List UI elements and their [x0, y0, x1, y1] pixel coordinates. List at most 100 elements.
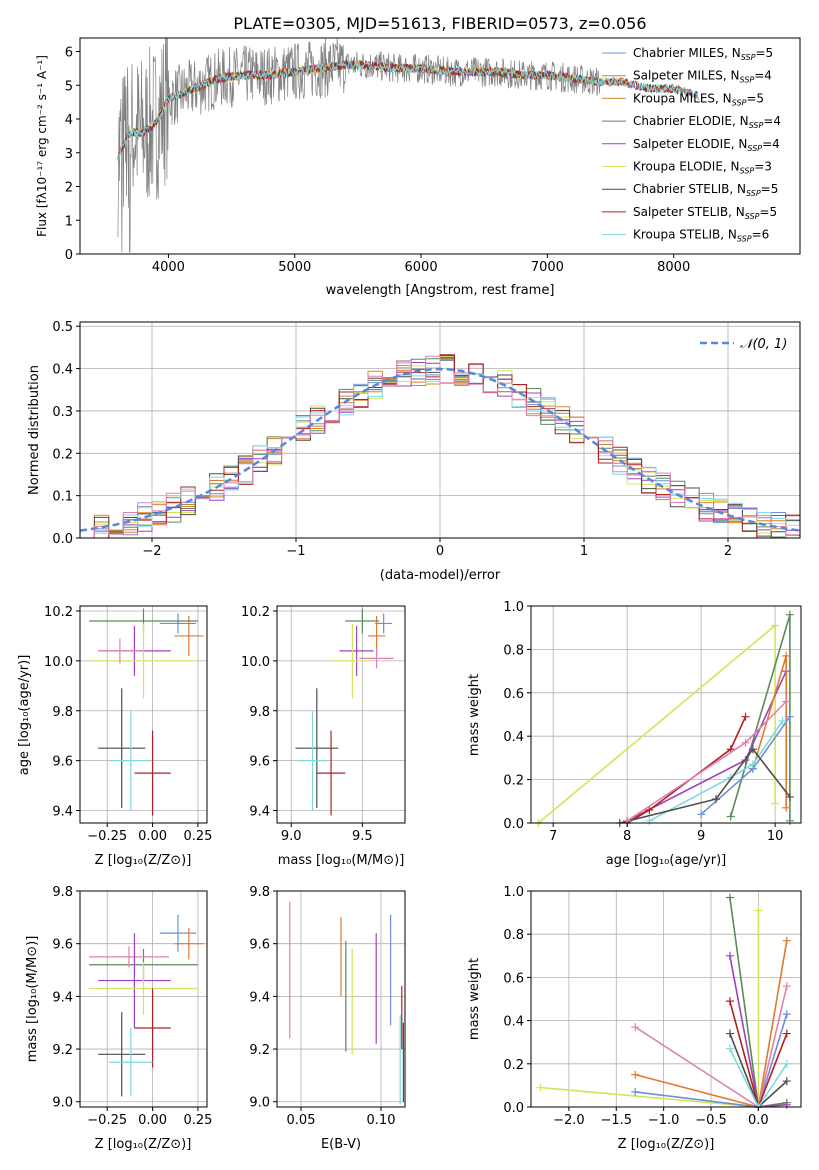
x-tick-label: −2	[142, 544, 161, 559]
y-tick-label: 10.2	[241, 605, 270, 620]
age-vs-mass-plot-area	[277, 606, 405, 823]
age-vs-metallicity-y-label: age [log₁₀(age/yr)]	[17, 655, 32, 776]
y-tick-label: 0	[65, 248, 73, 263]
weight-marker	[725, 893, 734, 902]
weight-marker	[631, 1087, 640, 1096]
y-tick-label: 0.4	[52, 363, 73, 378]
y-tick-label: 6	[65, 46, 73, 61]
y-tick-label: 10.0	[44, 655, 73, 670]
x-tick-label: −0.25	[87, 829, 127, 844]
weight-marker	[645, 816, 654, 825]
y-tick-label: 9.8	[52, 705, 73, 720]
mass-vs-metallicity-y-label: mass [log₁₀(M/M⊙)]	[25, 936, 40, 1063]
model-spectrum-line-kroupa-stelib	[117, 60, 700, 161]
legend-label: Kroupa STELIB, NSSP=6	[633, 228, 769, 244]
weight-vs-age-frame	[530, 605, 802, 824]
x-tick-label: 0.10	[367, 1113, 396, 1128]
y-tick-label: 10.2	[44, 605, 73, 620]
age-vs-metallicity-x-label: Z [log₁₀(Z/Z⊙)]	[95, 853, 192, 868]
legend-label: Chabrier MILES, NSSP=5	[633, 46, 773, 62]
weight-vs-age-x-ticks: 7 8 9 10	[549, 823, 783, 844]
y-tick-label: 9.0	[52, 1096, 73, 1111]
mass-vs-metallicity-frame	[79, 890, 208, 1108]
x-tick-label: −0.5	[695, 1113, 727, 1128]
y-tick-label: 2	[65, 181, 73, 196]
spectrum-y-ticks: 0 1 2 3 4 5 6	[65, 46, 80, 263]
mass-vs-metallicity-x-label: Z [log₁₀(Z/Z⊙)]	[95, 1137, 192, 1152]
y-tick-label: 9.0	[249, 1096, 270, 1111]
residual-legend: 𝒩(0, 1)	[700, 337, 787, 352]
weight-marker	[536, 1083, 545, 1092]
x-tick-label: −1	[286, 544, 305, 559]
y-tick-label: 0.2	[503, 774, 524, 789]
weight-marker	[782, 1077, 791, 1086]
age-vs-mass-y-ticks: 9.4 9.6 9.8 10.0 10.2	[241, 605, 277, 820]
weight-vs-metallicity-x-label: Z [log₁₀(Z/Z⊙)]	[618, 1137, 715, 1152]
x-tick-label: 0.25	[183, 829, 212, 844]
y-tick-label: 1	[65, 214, 73, 229]
y-tick-label: 0.0	[503, 1101, 524, 1116]
y-tick-label: 0.6	[503, 971, 524, 986]
age-vs-mass-x-label: mass [log₁₀(M/M⊙)]	[278, 853, 405, 868]
spectrum-x-label: wavelength [Angstrom, rest frame]	[326, 283, 555, 298]
weight-marker	[741, 738, 750, 747]
weight-marker	[725, 997, 734, 1006]
weight-marker	[782, 1059, 791, 1068]
x-tick-label: 0.0	[748, 1113, 769, 1128]
x-tick-label: −0.25	[87, 1113, 127, 1128]
weight-marker	[782, 1100, 791, 1109]
y-tick-label: 0.1	[52, 490, 73, 505]
x-tick-label: 7000	[531, 260, 564, 275]
weight-marker	[782, 651, 791, 660]
x-tick-label: 8	[623, 829, 631, 844]
y-tick-label: 9.4	[52, 990, 73, 1005]
weight-marker	[631, 1023, 640, 1032]
residual-x-ticks: −2 −1 0 1 2	[142, 538, 732, 559]
spectrum-plot-area	[117, 38, 700, 253]
weight-line	[626, 670, 787, 822]
y-tick-label: 0.0	[503, 817, 524, 832]
y-tick-label: 0.8	[503, 643, 524, 658]
legend-label: Salpeter STELIB, NSSP=5	[633, 205, 777, 221]
weight-marker	[782, 936, 791, 945]
y-tick-label: 9.4	[249, 990, 270, 1005]
gaussian-curve	[79, 367, 801, 532]
age-vs-metallicity-frame	[79, 605, 208, 824]
y-tick-label: 3	[65, 147, 73, 162]
residual-histogram-plot-area	[79, 322, 801, 539]
y-tick-label: 9.8	[52, 885, 73, 900]
weight-marker	[711, 795, 720, 804]
spectrum-x-ticks: 4000 5000 6000 7000 8000	[152, 254, 690, 275]
weight-vs-age-x-label: age [log₁₀(age/yr)]	[606, 853, 727, 868]
weight-vs-age-plot-area	[531, 605, 801, 827]
weight-marker	[782, 1029, 791, 1038]
weight-marker	[725, 1044, 734, 1053]
legend-label: Kroupa MILES, NSSP=5	[633, 91, 764, 107]
y-tick-label: 9.8	[249, 885, 270, 900]
x-tick-label: 6000	[405, 260, 438, 275]
mass-vs-extinction-x-ticks: 0.05 0.10	[287, 1107, 396, 1128]
y-tick-label: 0.2	[52, 447, 73, 462]
x-tick-label: 4000	[152, 260, 185, 275]
mass-vs-extinction-frame	[276, 890, 406, 1108]
mass-vs-metallicity-plot-area	[80, 890, 207, 1107]
mass-vs-extinction-x-label: E(B-V)	[321, 1137, 361, 1152]
age-vs-metallicity-plot-area	[80, 606, 207, 823]
spectrum-lines	[117, 38, 700, 253]
y-tick-label: 1.0	[503, 885, 524, 900]
y-tick-label: 9.6	[249, 938, 270, 953]
weight-marker	[748, 745, 757, 754]
mass-vs-metallicity-x-ticks: −0.25 0.00 0.25	[87, 1107, 212, 1128]
chart-title: PLATE=0305, MJD=51613, FIBERID=0573, z=0…	[233, 14, 646, 33]
x-tick-label: 9.0	[281, 829, 302, 844]
x-tick-label: 7	[549, 829, 557, 844]
spectrum-legend: Chabrier MILES, NSSP=5 Salpeter MILES, NS…	[602, 46, 781, 244]
weight-marker	[645, 805, 654, 814]
weight-marker	[741, 712, 750, 721]
legend-label: Chabrier STELIB, NSSP=5	[633, 182, 778, 198]
x-tick-label: 0.25	[183, 1113, 212, 1128]
legend-label: Salpeter MILES, NSSP=4	[633, 69, 772, 85]
mass-vs-extinction-plot-area	[277, 890, 405, 1107]
x-tick-label: 10	[767, 829, 784, 844]
y-tick-label: 9.6	[52, 755, 73, 770]
